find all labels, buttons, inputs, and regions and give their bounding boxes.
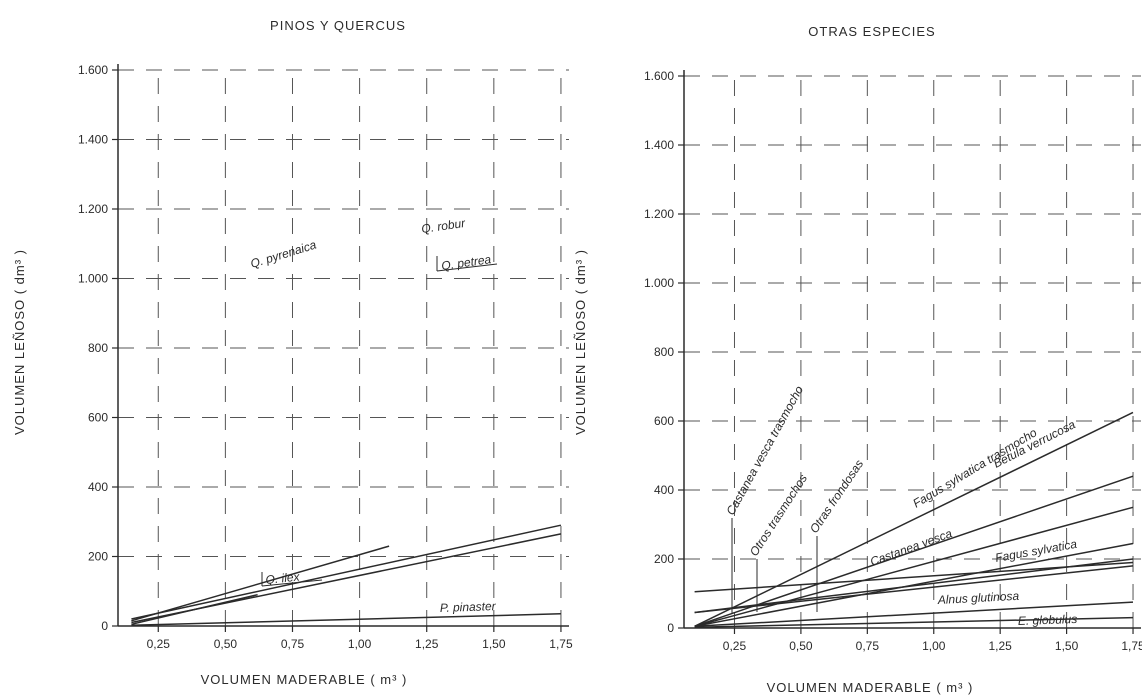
grid (684, 75, 1141, 628)
x-tick-label: 1,50 (1055, 639, 1079, 653)
axes (683, 70, 1141, 629)
x-tick-label: 0,75 (281, 637, 305, 651)
y-ticks: 0 200 400 600 800 1.000 1.200 1.400 1.600 (644, 69, 684, 635)
y-tick-label: 800 (654, 345, 674, 359)
y-tick-label: 0 (101, 619, 108, 633)
series-line (131, 593, 258, 626)
chart-title: PINOS Y QUERCUS (270, 18, 406, 33)
x-tick-label: 1,00 (922, 639, 946, 653)
series-label: Q. petrea (440, 252, 492, 273)
y-ticks: 0 200 400 600 800 1.000 1.200 1.400 1.600 (78, 63, 118, 633)
x-ticks: 0,25 0,50 0,75 1,00 1,25 1,50 1,75 (723, 628, 1142, 653)
y-tick-label: 1.200 (78, 202, 108, 216)
y-tick-label: 400 (88, 480, 108, 494)
y-axis-label: VOLUMEN LEÑOSO ( dm³ ) (12, 249, 27, 435)
series-line (694, 601, 1134, 628)
x-axis-label: VOLUMEN MADERABLE ( m³ ) (767, 680, 974, 695)
y-axis-label: VOLUMEN LEÑOSO ( dm³ ) (573, 249, 588, 435)
x-tick-label: 1,00 (348, 637, 372, 651)
y-tick-label: 600 (654, 414, 674, 428)
y-tick-label: 400 (654, 483, 674, 497)
y-tick-label: 1.600 (78, 63, 108, 77)
y-tick-label: 1.000 (78, 272, 108, 286)
x-tick-label: 1,50 (482, 637, 506, 651)
series-line (694, 475, 1134, 628)
chart-otras-especies: OTRAS ESPECIES VOLUMEN LEÑOSO ( dm³ ) VO… (573, 24, 1142, 695)
x-tick-label: 1,25 (989, 639, 1013, 653)
series-label: Q. robur (420, 216, 467, 236)
y-tick-label: 200 (654, 552, 674, 566)
series-label: Alnus glutinosa (936, 589, 1019, 607)
series-line (694, 411, 1134, 627)
series-label: Otras frondosas (807, 457, 866, 536)
y-tick-label: 1.400 (644, 138, 674, 152)
series-line (694, 558, 1134, 614)
chart-pinos-y-quercus: PINOS Y QUERCUS VOLUMEN LEÑOSO ( dm³ ) V… (12, 18, 573, 687)
series-line (131, 524, 562, 620)
series-label: Q. pyrenaica (249, 237, 318, 270)
label-underline (261, 579, 323, 587)
x-tick-label: 0,75 (856, 639, 880, 653)
y-tick-label: 600 (88, 411, 108, 425)
y-tick-label: 800 (88, 341, 108, 355)
series-line (131, 545, 390, 622)
y-tick-label: 1.600 (644, 69, 674, 83)
x-tick-label: 0,25 (723, 639, 747, 653)
x-ticks: 0,25 0,50 0,75 1,00 1,25 1,50 1,75 (147, 626, 573, 651)
x-tick-label: 1,75 (549, 637, 573, 651)
series-line (694, 506, 1134, 628)
series-label: P. pinaster (440, 599, 497, 615)
grid (118, 69, 569, 626)
series-label: Castanea vesca (868, 526, 954, 569)
series-lines (131, 524, 562, 627)
chart-title: OTRAS ESPECIES (808, 24, 935, 39)
y-tick-label: 200 (88, 550, 108, 564)
y-tick-label: 1.000 (644, 276, 674, 290)
series-line (694, 616, 1134, 629)
y-tick-label: 1.200 (644, 207, 674, 221)
x-tick-label: 0,50 (789, 639, 813, 653)
x-tick-label: 1,75 (1121, 639, 1142, 653)
series-lines (694, 411, 1134, 629)
y-tick-label: 0 (667, 621, 674, 635)
series-line (694, 542, 1134, 628)
series-label: E. globulus (1018, 612, 1078, 628)
x-axis-label: VOLUMEN MADERABLE ( m³ ) (201, 672, 408, 687)
x-tick-label: 1,25 (415, 637, 439, 651)
label-underline (436, 263, 498, 272)
series-line (694, 565, 1134, 614)
series-line (131, 613, 561, 627)
x-tick-label: 0,25 (147, 637, 171, 651)
axes (117, 64, 569, 627)
y-tick-label: 1.400 (78, 133, 108, 147)
x-tick-label: 0,50 (214, 637, 238, 651)
